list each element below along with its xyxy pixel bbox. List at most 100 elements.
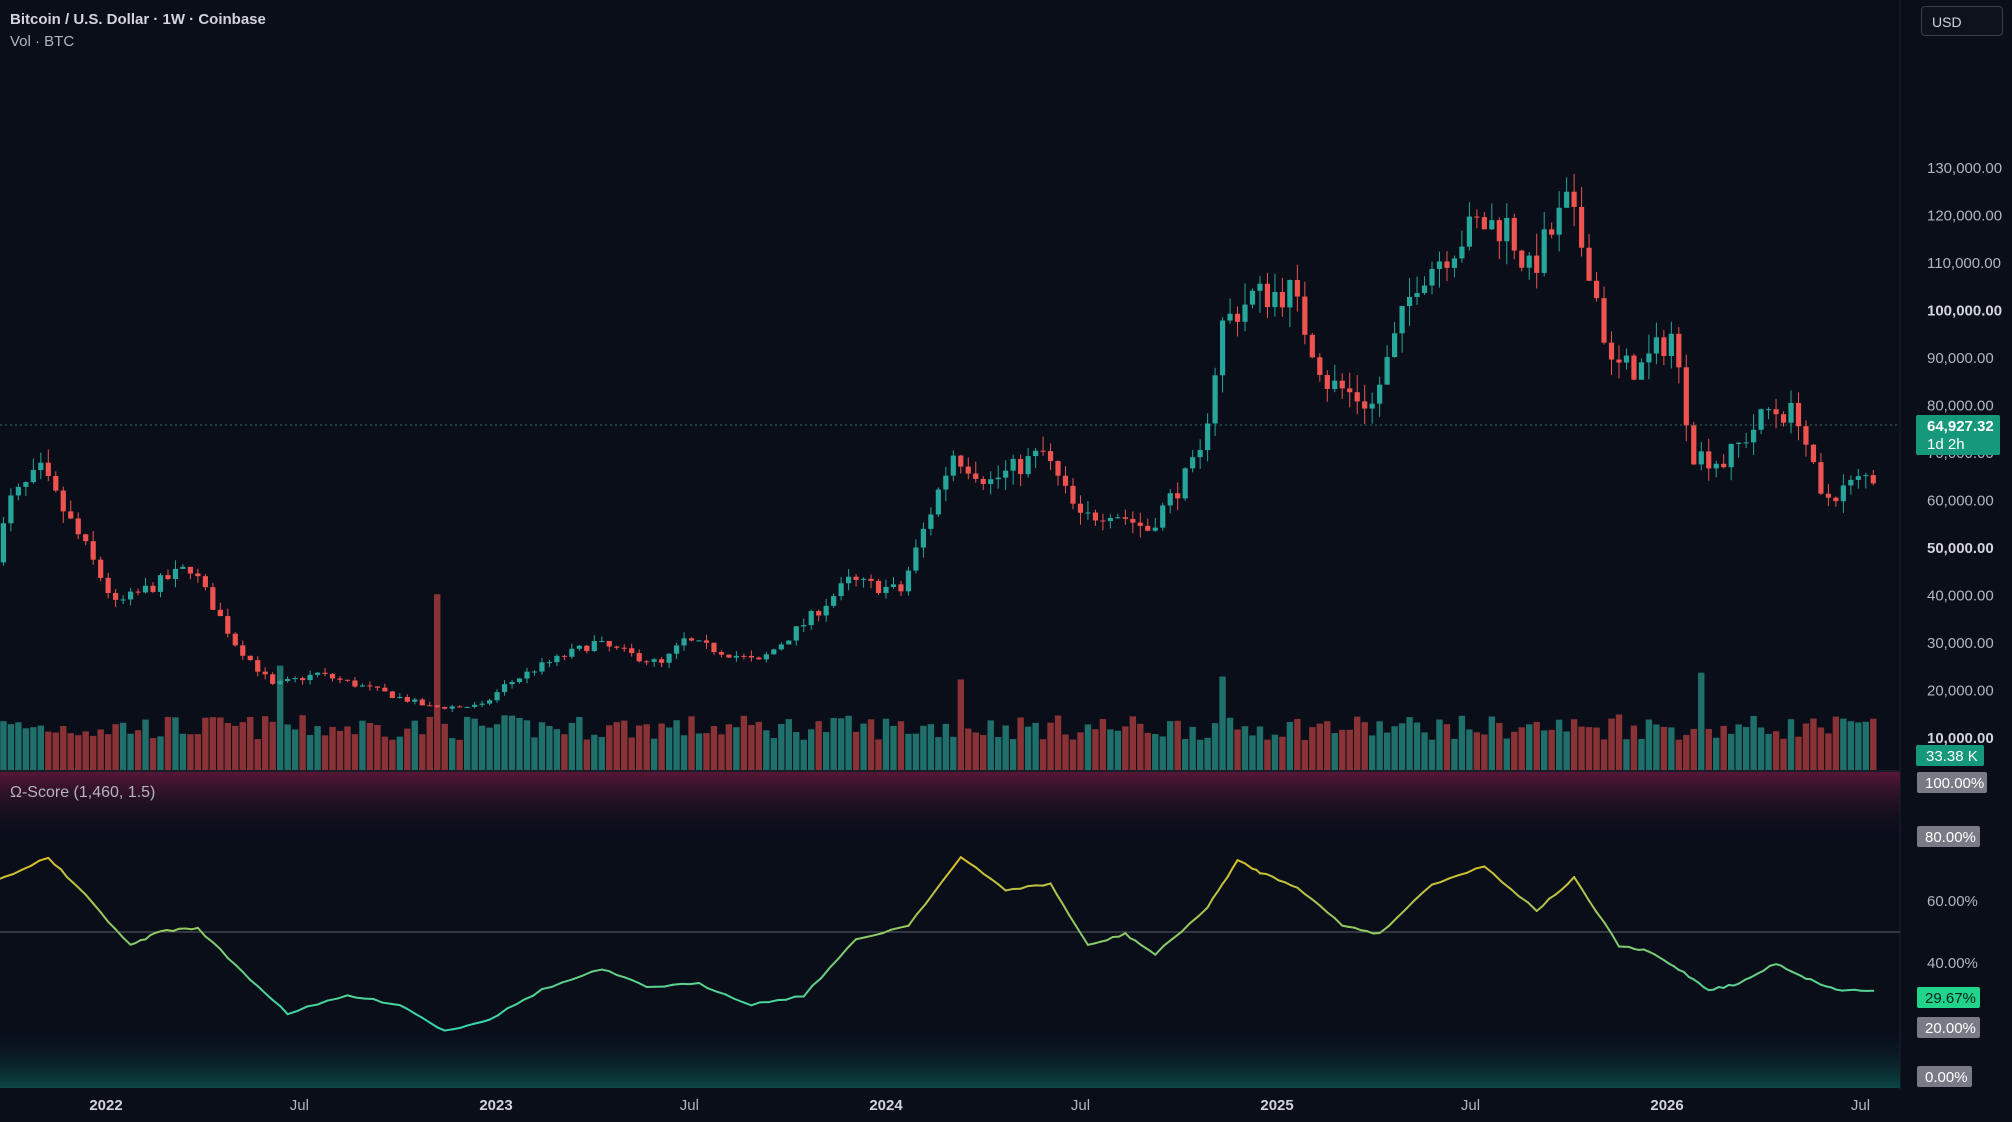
volume-bar xyxy=(1518,727,1525,770)
oscillator-segment xyxy=(924,890,936,905)
candle xyxy=(83,533,89,546)
oscillator-segment xyxy=(171,927,181,933)
oscillator-segment xyxy=(488,1014,500,1021)
candle xyxy=(255,656,261,677)
time-tick: Jul xyxy=(1071,1097,1090,1114)
oscillator-segment xyxy=(1197,906,1209,917)
volume-bar xyxy=(82,731,89,770)
volume-bar xyxy=(1144,732,1151,770)
candle xyxy=(98,556,104,582)
volume-bar xyxy=(1398,723,1406,770)
candle xyxy=(1182,467,1188,501)
candle xyxy=(1257,276,1263,313)
volume-bar xyxy=(1264,739,1271,770)
volume-bar xyxy=(927,724,935,770)
candle xyxy=(1085,501,1091,520)
candle xyxy=(0,516,7,566)
candle xyxy=(651,657,657,667)
volume-bar xyxy=(404,728,411,770)
volume-bar xyxy=(463,716,471,770)
oscillator-segment xyxy=(1422,883,1433,894)
candle xyxy=(1810,444,1817,465)
candle xyxy=(1661,330,1667,366)
candle xyxy=(1317,353,1323,382)
currency-button[interactable]: USD xyxy=(1921,6,2003,36)
volume-bar xyxy=(1600,739,1608,770)
oscillator-segment xyxy=(1750,972,1759,979)
candle xyxy=(1324,370,1330,402)
candle xyxy=(1294,264,1300,312)
candle xyxy=(105,572,111,599)
oscillator-segment xyxy=(421,1016,431,1024)
candle xyxy=(247,655,253,661)
candle xyxy=(1137,512,1143,538)
candle xyxy=(621,644,627,652)
volume-bar xyxy=(15,722,22,770)
volume-bar xyxy=(187,734,194,770)
candlesticks xyxy=(0,173,1876,713)
volume-bar xyxy=(1615,714,1623,770)
volume-bar xyxy=(1473,732,1481,770)
candle xyxy=(1406,278,1413,326)
oscillator-segment xyxy=(1296,886,1306,896)
volume-bar xyxy=(1795,736,1802,770)
price-tick: 130,000.00 xyxy=(1927,160,2002,177)
candle xyxy=(1736,442,1742,458)
oscillator-segment xyxy=(989,877,1000,886)
candle xyxy=(748,650,754,662)
candle xyxy=(1601,286,1607,345)
candle xyxy=(898,580,904,597)
oscillator-segment xyxy=(1105,936,1114,942)
volume-bar xyxy=(1107,729,1114,770)
volume-bar xyxy=(359,720,366,770)
candle xyxy=(846,569,852,591)
volume-bar xyxy=(232,725,239,770)
oscillator-segment xyxy=(898,924,910,929)
volume-bar xyxy=(224,723,232,770)
oscillator-segment xyxy=(1290,884,1299,889)
candle xyxy=(561,654,567,661)
volume-bar xyxy=(30,727,37,770)
candle xyxy=(1025,447,1031,478)
volume-bar xyxy=(419,734,426,770)
oscillator-segment xyxy=(706,987,718,993)
volume-bar xyxy=(845,715,852,770)
volume-bar xyxy=(942,723,950,770)
volume-bar xyxy=(1376,721,1383,770)
candle xyxy=(1167,489,1173,514)
price-tick: 40,000.00 xyxy=(1927,588,1994,605)
candle xyxy=(1459,230,1465,263)
candle xyxy=(883,579,889,599)
oscillator-segment xyxy=(1171,930,1183,940)
volume-bar xyxy=(269,721,276,770)
oscillator-segment xyxy=(296,1005,309,1012)
volume-bar xyxy=(1084,724,1092,770)
volume-bar xyxy=(52,732,59,770)
oscillator-segment xyxy=(355,996,366,1000)
oscillator-segment xyxy=(92,902,102,914)
candle xyxy=(1040,436,1046,456)
indicator-legend[interactable]: Ω-Score (1,460, 1.5) xyxy=(10,784,156,801)
time-tick: Jul xyxy=(1461,1097,1480,1114)
volume-bar xyxy=(448,738,456,770)
oscillator-segment xyxy=(1149,950,1157,956)
volume-bar xyxy=(740,715,748,770)
volume-bar xyxy=(45,731,52,770)
oscillator-segment xyxy=(38,856,50,862)
volume-bar xyxy=(538,722,546,770)
candle xyxy=(531,670,538,676)
candle xyxy=(397,693,403,699)
volume-bar xyxy=(194,734,202,770)
symbol-title[interactable]: Bitcoin / U.S. Dollar · 1W · Coinbase xyxy=(10,11,266,28)
price-tick: 50,000.00 xyxy=(1927,540,1994,557)
volume-bar xyxy=(755,721,763,770)
volume-bar xyxy=(1623,739,1630,770)
volume-legend[interactable]: Vol · BTC xyxy=(10,33,75,50)
volume-bar xyxy=(1750,716,1757,770)
volume-bars xyxy=(0,594,1877,770)
volume-bar xyxy=(643,724,650,770)
candle xyxy=(546,659,553,668)
candle xyxy=(329,673,336,682)
price-badge: 64,927.32 1d 2h xyxy=(1916,415,2000,455)
